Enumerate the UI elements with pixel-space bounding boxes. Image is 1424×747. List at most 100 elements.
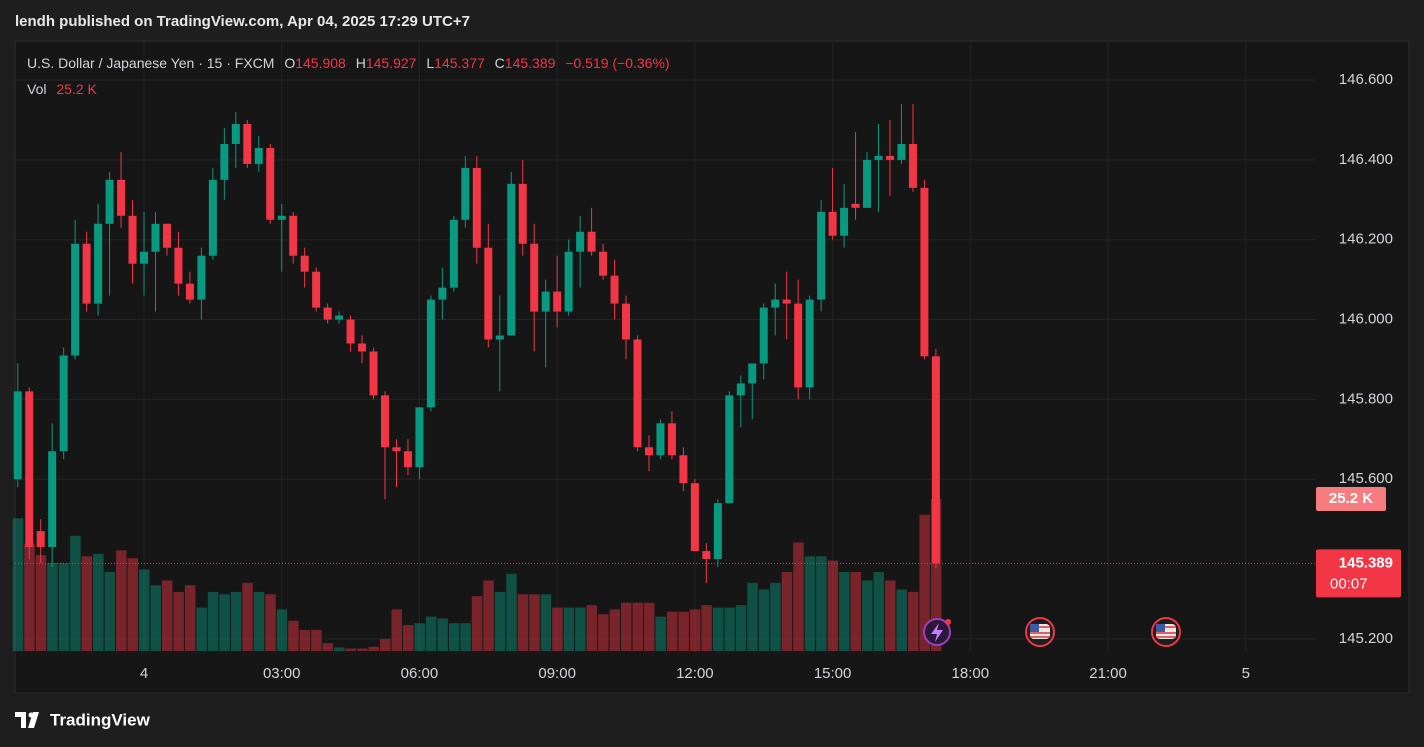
candle-body (702, 551, 711, 560)
volume-bar (230, 591, 242, 651)
x-tick-label: 18:00 (952, 665, 990, 682)
volume-bar (116, 550, 127, 651)
volume-bar (81, 556, 93, 651)
volume-bar (138, 569, 150, 651)
candle-body (828, 211, 837, 236)
candle-body (185, 283, 194, 300)
volume-bar (701, 605, 712, 651)
volume-bar (827, 560, 839, 651)
volume-bar (345, 648, 357, 651)
candle-body (415, 407, 424, 468)
y-tick-label: 145.800 (1339, 390, 1393, 407)
candle-body (369, 351, 378, 396)
candle-body (266, 147, 275, 220)
candle-body (874, 155, 883, 160)
candle-body (94, 223, 103, 304)
open-label: O (284, 55, 295, 71)
volume-bar (930, 499, 942, 651)
y-tick-label: 146.600 (1339, 71, 1393, 88)
candle-body (289, 215, 298, 256)
candle-body (908, 143, 917, 188)
volume-bar (448, 623, 460, 651)
volume-bar (483, 580, 494, 651)
candle-body (679, 455, 688, 484)
candle-body (587, 231, 596, 252)
candle-body (174, 247, 183, 284)
grid (15, 41, 1316, 652)
candle-body (139, 251, 148, 264)
volume-bar (552, 607, 563, 651)
close-label: C (495, 55, 505, 71)
high-label: H (356, 55, 366, 71)
volume-bar (884, 580, 896, 651)
candle-body (817, 211, 826, 300)
volume-bar (529, 594, 540, 651)
volume-bar (414, 623, 425, 651)
lightning (931, 623, 943, 642)
candle-body (472, 167, 481, 248)
volume-bar (724, 607, 735, 651)
volume-bar (402, 625, 414, 651)
volume-bar (70, 535, 81, 651)
candle-body (931, 356, 940, 564)
candle-body (403, 451, 412, 468)
candle-body (151, 223, 160, 252)
candle-body (117, 179, 126, 216)
volume-bar (35, 555, 47, 651)
price-label-box (1316, 549, 1401, 598)
volume-bar (712, 607, 724, 651)
volume-bar (437, 618, 448, 651)
candle-body (392, 447, 401, 452)
volume-bar (219, 594, 230, 651)
volume-bar (58, 562, 70, 651)
volume-bar (184, 585, 196, 651)
volume-bar (150, 585, 161, 651)
candle-body (656, 423, 665, 456)
volume-bar (598, 614, 609, 651)
candle-body (105, 179, 114, 224)
volume-bar (24, 543, 35, 651)
volume-bar (563, 607, 575, 651)
candle-body (541, 291, 550, 312)
volume-bar (919, 514, 930, 651)
volume-bar (12, 518, 24, 651)
volume-bar (586, 605, 598, 651)
x-tick-label: 21:00 (1089, 665, 1127, 682)
volume-bar (173, 591, 184, 651)
volume-title: Vol (27, 81, 46, 97)
volume-bar (460, 623, 471, 651)
volume-axis-label: 25.2 K (1329, 490, 1373, 507)
volume-bar (127, 558, 139, 651)
volume-bar (242, 582, 253, 651)
volume-bar (850, 571, 862, 651)
volume-bar (873, 571, 885, 651)
plot (12, 104, 942, 651)
volume-bar (643, 602, 655, 651)
volume-bar (207, 591, 219, 651)
volume-bar (896, 589, 907, 651)
volume-bar (862, 580, 873, 651)
volume-bar (161, 580, 173, 651)
x-tick-label: 5 (1242, 665, 1250, 682)
candle-body (610, 275, 619, 304)
volume-bar (265, 594, 276, 651)
candle-body (851, 203, 860, 208)
candle-body (863, 159, 872, 208)
high-value: 145.927 (366, 55, 417, 71)
y-tick-label: 146.000 (1339, 311, 1393, 328)
x-tick-label: 15:00 (814, 665, 852, 682)
candle-body (530, 243, 539, 312)
candle-body (231, 124, 240, 144)
candle-body (243, 124, 252, 164)
candle-body (564, 251, 573, 312)
volume-bar (104, 571, 116, 651)
candle-body (576, 231, 585, 252)
volume-bar (311, 629, 322, 651)
candle-body (254, 147, 263, 164)
flag-canton (1030, 624, 1039, 632)
volume-bar (758, 589, 770, 651)
volume-bar (391, 609, 402, 651)
brand: TradingView (50, 710, 151, 729)
volume-bar (196, 607, 207, 651)
